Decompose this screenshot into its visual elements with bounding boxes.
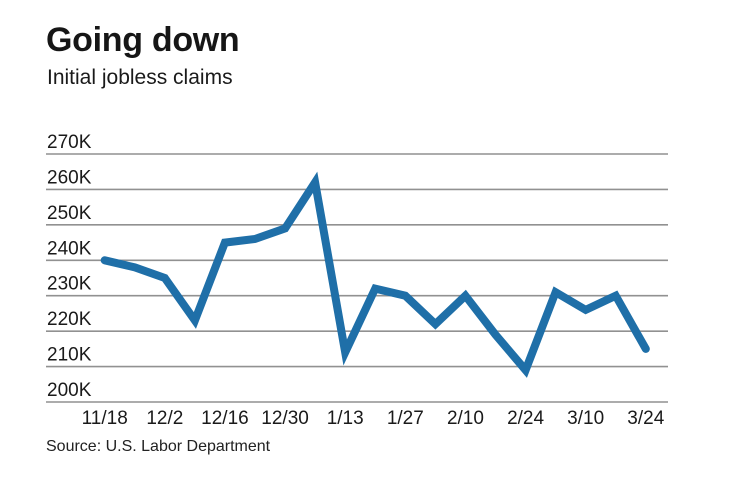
chart-title: Going down xyxy=(46,21,240,59)
x-axis-label: 2/24 xyxy=(507,408,544,429)
y-axis-label: 240K xyxy=(47,238,92,259)
y-axis-label: 230K xyxy=(47,274,92,295)
y-axis-label: 200K xyxy=(47,380,92,401)
x-axis-label: 1/13 xyxy=(327,408,364,429)
source-note: Source: U.S. Labor Department xyxy=(46,438,271,455)
x-axis-label: 3/24 xyxy=(627,408,664,429)
x-axis-label: 1/27 xyxy=(387,408,424,429)
y-axis-label: 210K xyxy=(47,345,92,366)
y-axis-label: 260K xyxy=(47,167,92,188)
chart-subtitle: Initial jobless claims xyxy=(47,66,233,89)
x-axis-label: 3/10 xyxy=(567,408,604,429)
y-axis-label: 250K xyxy=(47,203,92,224)
x-axis-label: 2/10 xyxy=(447,408,484,429)
x-axis-label: 12/16 xyxy=(201,408,249,429)
x-axis-label: 11/18 xyxy=(82,408,128,429)
x-axis-label: 12/30 xyxy=(261,408,309,429)
y-axis-label: 270K xyxy=(47,132,92,153)
x-axis-label: 12/2 xyxy=(146,408,183,429)
y-axis-label: 220K xyxy=(47,309,92,330)
claims-line-series xyxy=(100,171,650,378)
